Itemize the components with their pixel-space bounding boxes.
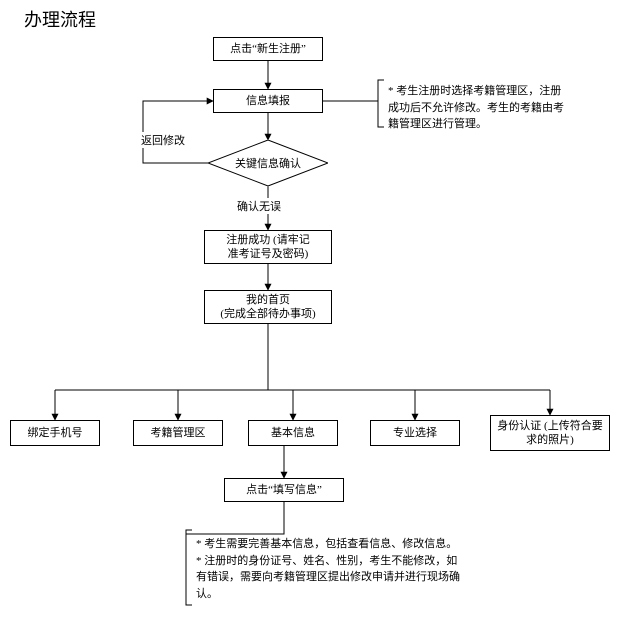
node-label-n5: 我的首页 (完成全部待办事项) xyxy=(220,293,315,322)
annotation-a2: * 考生需要完善基本信息，包括查看信息、修改信息。 * 注册时的身份证号、姓名、… xyxy=(196,536,556,602)
node-n7: 考籍管理区 xyxy=(133,420,223,446)
node-label-n8: 基本信息 xyxy=(271,426,315,440)
flowchart-canvas: 办理流程 点击“新生注册” 信息填报关键信息确认注册成功 (请牢记 准考证号及密码… xyxy=(0,0,623,628)
edge-label-l_confirm: 确认无误 xyxy=(236,198,282,214)
node-label-n10: 身份认证 (上传符合要 求的照片) xyxy=(497,419,602,448)
node-n5: 我的首页 (完成全部待办事项) xyxy=(204,290,332,324)
node-n9: 专业选择 xyxy=(370,420,460,446)
bracket-b1 xyxy=(378,80,384,127)
node-label-n7: 考籍管理区 xyxy=(151,426,206,440)
node-label-n2: 信息填报 xyxy=(246,94,290,108)
node-label-n1: 点击“新生注册” xyxy=(230,42,306,56)
annotation-a1: * 考生注册时选择考籍管理区，注册 成功后不允许修改。考生的考籍由考 籍管理区进… xyxy=(388,83,598,133)
node-n8: 基本信息 xyxy=(248,420,338,446)
node-n1: 点击“新生注册” xyxy=(213,37,323,61)
edge-e15 xyxy=(186,502,284,534)
node-n6: 绑定手机号 xyxy=(10,420,100,446)
node-n2: 信息填报 xyxy=(213,89,323,113)
node-label-n6: 绑定手机号 xyxy=(28,426,83,440)
node-label-n3: 关键信息确认 xyxy=(208,140,328,186)
node-n11: 点击“填写信息” xyxy=(224,478,344,502)
node-label-n11: 点击“填写信息” xyxy=(246,483,322,497)
node-n10: 身份认证 (上传符合要 求的照片) xyxy=(490,415,610,451)
node-label-n4: 注册成功 (请牢记 准考证号及密码) xyxy=(226,233,309,262)
node-n4: 注册成功 (请牢记 准考证号及密码) xyxy=(204,230,332,264)
page-title: 办理流程 xyxy=(24,6,96,32)
edge-label-l_return: 返回修改 xyxy=(140,132,186,148)
bracket-b2 xyxy=(186,530,192,605)
node-n3: 关键信息确认 xyxy=(208,140,328,186)
node-label-n9: 专业选择 xyxy=(393,426,437,440)
